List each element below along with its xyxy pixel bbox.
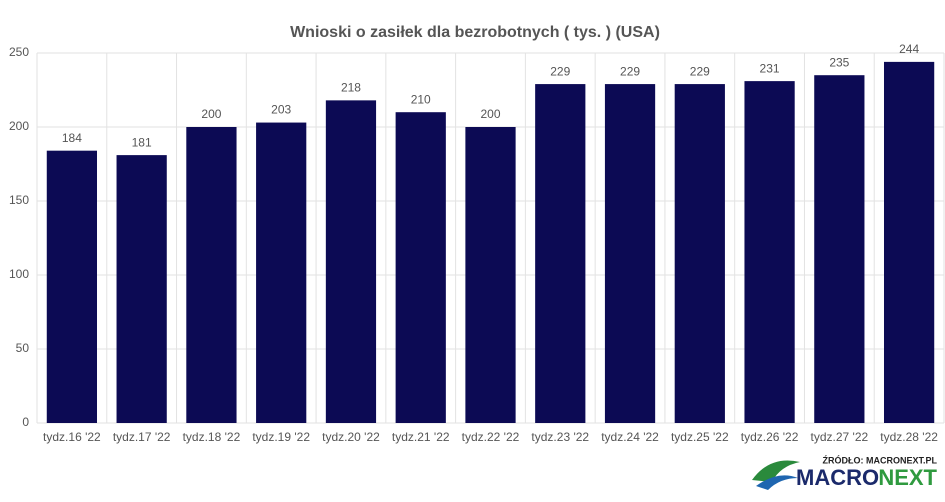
bar bbox=[256, 122, 307, 423]
data-label: 203 bbox=[271, 103, 291, 117]
x-tick-label: tydz.25 '22 bbox=[671, 430, 729, 444]
x-tick-label: tydz.28 '22 bbox=[880, 430, 938, 444]
x-tick-label: tydz.21 '22 bbox=[392, 430, 450, 444]
bar bbox=[186, 127, 237, 423]
source: ŹRÓDŁO: MACRONEXT.PL bbox=[823, 454, 938, 465]
x-tick-label: tydz.17 '22 bbox=[113, 430, 171, 444]
y-tick-label: 250 bbox=[9, 45, 29, 59]
data-label: 200 bbox=[480, 107, 500, 121]
bar bbox=[325, 100, 377, 424]
data-label: 181 bbox=[132, 135, 152, 149]
data-label: 231 bbox=[760, 61, 780, 75]
data-label: 229 bbox=[690, 64, 710, 78]
bar bbox=[604, 84, 656, 423]
y-tick-label: 200 bbox=[9, 119, 29, 133]
logo-text: NEXT bbox=[878, 465, 937, 490]
bar bbox=[395, 112, 446, 423]
x-tick-label: tydz.16 '22 bbox=[43, 430, 101, 444]
chart-title: Wnioski o zasiłek dla bezrobotnych ( tys… bbox=[290, 24, 660, 41]
y-tick-label: 0 bbox=[22, 415, 29, 429]
x-tick-label: tydz.27 '22 bbox=[811, 430, 869, 444]
x-tick-label: tydz.23 '22 bbox=[531, 430, 589, 444]
x-tick-label: tydz.19 '22 bbox=[252, 430, 310, 444]
bar bbox=[814, 75, 865, 423]
data-label: 235 bbox=[829, 55, 849, 69]
data-label: 210 bbox=[411, 92, 431, 106]
data-label: 218 bbox=[341, 81, 361, 95]
data-label: 244 bbox=[899, 42, 919, 56]
y-tick-label: 100 bbox=[9, 267, 29, 281]
x-tick-label: tydz.20 '22 bbox=[322, 430, 380, 444]
data-label: 200 bbox=[201, 107, 221, 121]
bar bbox=[674, 84, 725, 423]
bar bbox=[46, 150, 98, 423]
bar bbox=[465, 127, 516, 423]
x-tick-label: tydz.18 '22 bbox=[183, 430, 241, 444]
bar bbox=[883, 61, 935, 423]
logo-icon bbox=[756, 475, 798, 490]
bar bbox=[744, 81, 795, 424]
data-label: 229 bbox=[550, 64, 570, 78]
y-tick-label: 50 bbox=[16, 341, 30, 355]
x-tick-label: tydz.24 '22 bbox=[601, 430, 659, 444]
logo: ŹRÓDŁO: MACRONEXT.PL MACRO NEXT bbox=[752, 454, 938, 490]
logo-text: MACRO bbox=[796, 465, 879, 490]
x-tick-label: tydz.26 '22 bbox=[741, 430, 799, 444]
x-tick-label: tydz.22 '22 bbox=[462, 430, 520, 444]
y-tick-label: 150 bbox=[9, 193, 29, 207]
bar bbox=[116, 155, 167, 423]
data-label: 229 bbox=[620, 64, 640, 78]
data-label: 184 bbox=[62, 131, 82, 145]
logo-icon bbox=[752, 460, 800, 482]
bar bbox=[535, 84, 586, 423]
